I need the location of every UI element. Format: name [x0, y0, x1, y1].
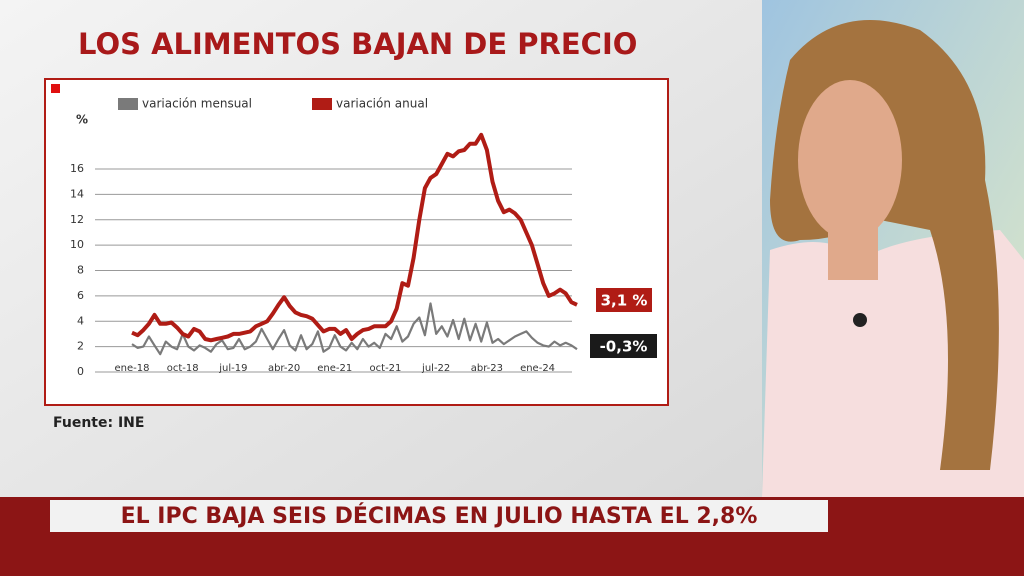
annotation: 3,1 % [601, 292, 648, 310]
microphone [853, 313, 867, 327]
y-tick-label: 8 [77, 264, 84, 277]
y-tick-label: 0 [77, 365, 84, 378]
chart-frame [44, 78, 669, 406]
y-tick-label: 2 [77, 340, 84, 353]
x-tick-label: ene-21 [317, 363, 352, 374]
chart-title: LOS ALIMENTOS BAJAN DE PRECIO [78, 27, 637, 61]
y-axis-label: % [76, 113, 88, 127]
series-line [131, 132, 578, 343]
y-tick-label: 10 [70, 238, 84, 251]
x-tick-label: ene-18 [115, 363, 150, 374]
x-tick-label: ene-24 [520, 363, 555, 374]
y-tick-label: 16 [70, 162, 84, 175]
y-tick-label: 14 [70, 187, 84, 200]
legend-label: variación anual [336, 97, 428, 111]
y-tick-label: 4 [77, 314, 84, 327]
source: Fuente: INE [53, 415, 144, 431]
headline: EL IPC BAJA SEIS DÉCIMAS EN JULIO HASTA … [121, 503, 758, 529]
legend-label: variación mensual [142, 97, 252, 111]
annotation: -0,3% [600, 338, 648, 356]
x-tick-label: jul-22 [421, 363, 450, 374]
neck [828, 225, 878, 280]
legend-swatch [312, 98, 332, 110]
series-line [131, 302, 578, 356]
annotation-box [590, 334, 657, 358]
annotation-box [596, 288, 652, 312]
x-tick-label: abr-23 [471, 363, 503, 374]
presenter [762, 0, 1024, 497]
y-tick-label: 6 [77, 289, 84, 302]
x-tick-label: jul-19 [218, 363, 247, 374]
x-tick-label: oct-21 [370, 363, 402, 374]
face [798, 80, 902, 240]
x-tick-label: oct-18 [167, 363, 199, 374]
legend-swatch [118, 98, 138, 110]
corner-mark [51, 84, 60, 93]
headline-bar [50, 500, 828, 532]
x-tick-label: abr-20 [268, 363, 300, 374]
y-tick-label: 12 [70, 213, 84, 226]
